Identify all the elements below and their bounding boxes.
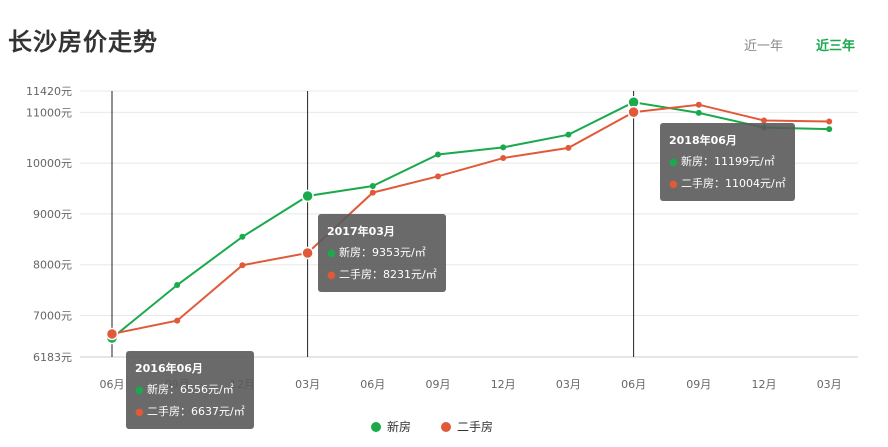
tooltip-title: 2016年06月 <box>135 362 203 375</box>
tooltip-new-line: 新房：11199元/㎡ <box>681 155 775 168</box>
y-tick-label: 6183元 <box>33 351 72 364</box>
y-tick-label: 10000元 <box>26 157 72 170</box>
new-house-point <box>500 144 507 151</box>
x-tick-label: 12月 <box>491 378 516 391</box>
new-house-point <box>826 126 833 133</box>
second-hand-marker-icon: ● <box>135 407 144 418</box>
x-tick-label: 03月 <box>817 378 842 391</box>
second-hand-marker-icon: ● <box>327 270 336 281</box>
x-tick-label: 06月 <box>621 378 646 391</box>
tooltip-new-line: 新房：6556元/㎡ <box>147 383 234 396</box>
x-tick-label: 06月 <box>360 378 385 391</box>
chart-title: 长沙房价走势 <box>8 28 158 56</box>
x-tick-label: 03月 <box>556 378 581 391</box>
second-hand-point <box>301 246 314 260</box>
tab-last-three-years[interactable]: 近三年 <box>816 39 856 54</box>
new-house-point <box>435 151 441 158</box>
legend-new-house-icon <box>371 422 381 432</box>
legend-new-house-label: 新房 <box>387 420 412 434</box>
new-house-marker-icon: ● <box>327 248 336 259</box>
legend-new-house[interactable]: 新房 <box>371 418 411 435</box>
second-hand-point <box>369 189 376 196</box>
new-house-line <box>111 101 830 339</box>
second-hand-point <box>435 173 441 180</box>
tooltip-second-line: 二手房：11004元/㎡ <box>681 177 786 190</box>
legend-second-hand-label: 二手房 <box>457 420 494 434</box>
tooltip-2016-06: 2016年06月 ● 新房：6556元/㎡ ● 二手房：6637元/㎡ <box>126 351 254 429</box>
second-hand-point <box>239 262 246 269</box>
tooltip-new-line: 新房：9353元/㎡ <box>339 246 426 259</box>
new-house-point <box>369 182 376 189</box>
legend-second-hand[interactable]: 二手房 <box>441 418 493 435</box>
y-tick-label: 8000元 <box>33 259 72 272</box>
y-tick-label: 11420元 <box>26 85 72 98</box>
tooltip-title: 2018年06月 <box>669 134 737 147</box>
tooltip-second-line: 二手房：6637元/㎡ <box>147 405 245 418</box>
tooltip-2018-06: 2018年06月 ● 新房：11199元/㎡ ● 二手房：11004元/㎡ <box>660 123 795 201</box>
tab-last-year[interactable]: 近一年 <box>744 39 784 54</box>
new-house-point <box>565 131 572 138</box>
tooltip-title: 2017年03月 <box>327 225 395 238</box>
x-tick-label: 09月 <box>686 378 711 391</box>
second-hand-point <box>174 317 181 324</box>
new-house-point <box>695 109 702 116</box>
second-hand-point <box>695 101 702 108</box>
second-hand-point <box>565 144 572 151</box>
tooltip-second-line: 二手房：8231元/㎡ <box>339 268 437 281</box>
second-hand-point <box>826 118 833 125</box>
second-hand-point <box>105 327 119 341</box>
second-hand-line <box>111 103 830 335</box>
legend-second-hand-icon <box>441 422 451 432</box>
y-tick-label: 9000元 <box>33 208 72 221</box>
second-hand-point <box>627 105 640 119</box>
y-tick-label: 11000元 <box>26 106 72 119</box>
new-house-point <box>239 233 246 240</box>
tooltip-2017-03: 2017年03月 ● 新房：9353元/㎡ ● 二手房：8231元/㎡ <box>318 214 446 292</box>
x-tick-label: 09月 <box>426 378 451 391</box>
x-tick-label: 03月 <box>295 378 320 391</box>
x-tick-label: 06月 <box>100 378 125 391</box>
second-hand-point <box>761 117 767 124</box>
second-hand-point <box>500 155 507 162</box>
second-hand-marker-icon: ● <box>669 179 678 190</box>
x-tick-label: 12月 <box>752 378 777 391</box>
new-house-point <box>174 282 181 289</box>
new-house-point <box>301 189 314 203</box>
y-tick-label: 7000元 <box>33 310 72 323</box>
new-house-marker-icon: ● <box>135 385 144 396</box>
new-house-marker-icon: ● <box>669 157 678 168</box>
